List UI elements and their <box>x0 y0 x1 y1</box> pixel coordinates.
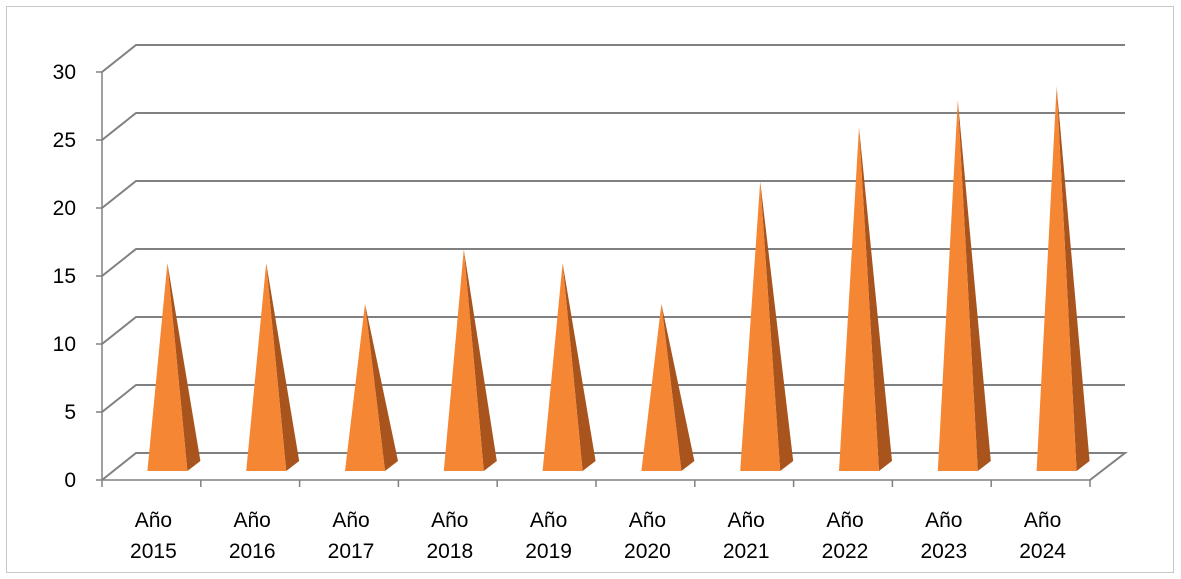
x-category-label-line: Año <box>135 509 172 532</box>
cone-bar <box>1036 86 1090 471</box>
cone-bar-front <box>937 99 978 472</box>
gridlines <box>101 44 1128 481</box>
x-category-label-line: 2023 <box>920 540 967 563</box>
y-tick-label: 30 <box>53 61 76 84</box>
cone-bar <box>937 99 991 472</box>
cone-bar-front <box>542 263 583 471</box>
x-category-label-line: Año <box>431 509 468 532</box>
cone-bar <box>839 127 892 471</box>
cone-bar-side <box>562 263 596 471</box>
cone-bar-side <box>1056 86 1090 471</box>
x-category-label-line: 2020 <box>624 540 671 563</box>
x-category-label-line: Año <box>728 509 765 532</box>
chart-area <box>6 6 1174 573</box>
cone-bar-front <box>147 263 188 471</box>
gridline <box>101 316 1125 345</box>
cone-bar <box>147 263 201 471</box>
x-category-label: Año 2024 <box>1019 509 1066 563</box>
cone-bar-side <box>661 303 695 471</box>
y-tick-label: 15 <box>53 265 76 288</box>
cone-bar-front <box>1036 86 1077 471</box>
y-tick-label: 25 <box>53 129 76 152</box>
cone-bar-front <box>740 181 781 471</box>
y-tick-label: 20 <box>53 197 76 220</box>
x-category-label-line: 2021 <box>723 540 770 563</box>
x-category-label: Año 2018 <box>426 509 473 563</box>
cone-bar-side <box>266 263 300 471</box>
x-category-label: Año 2019 <box>525 509 572 563</box>
x-category-label-line: 2016 <box>229 540 276 563</box>
cone-bar-front <box>641 303 682 471</box>
x-category-label: Año 2021 <box>723 509 770 563</box>
x-category-label-line: Año <box>530 509 567 532</box>
cone-bar <box>740 181 794 471</box>
gridline <box>101 112 1125 141</box>
y-tick-label: 10 <box>53 333 76 356</box>
cone-bar-front <box>246 263 287 471</box>
cone-bar-front <box>839 127 879 471</box>
cone-bar-side <box>167 263 201 471</box>
cone-bar <box>345 303 398 471</box>
x-category-label: Año 2020 <box>624 509 671 563</box>
x-category-label: Año 2023 <box>920 509 967 563</box>
x-category-label: Año 2022 <box>822 509 869 563</box>
cone-bar <box>443 249 497 471</box>
cone-bar <box>641 303 695 471</box>
cone-bar <box>246 263 300 471</box>
cone-bar-side <box>760 181 794 471</box>
cone-bar-side <box>365 303 398 471</box>
x-category-label: Año 2015 <box>130 509 177 563</box>
cone-bar <box>542 263 596 471</box>
x-category-label-line: 2019 <box>525 540 572 563</box>
gridline <box>101 384 1125 413</box>
cone-bar-side <box>957 99 991 472</box>
cone-bar-side <box>859 127 892 471</box>
x-category-label-line: 2017 <box>328 540 375 563</box>
x-category-label-line: 2022 <box>822 540 869 563</box>
x-category-label-line: Año <box>1024 509 1061 532</box>
x-category-label: Año 2017 <box>328 509 375 563</box>
x-category-label-line: Año <box>925 509 962 532</box>
x-axis-category-labels: Año 2015 Año 2016 Año 2017 Año 2018 Año 2019 Año 20… <box>130 509 1066 563</box>
x-category-label-line: Año <box>332 509 369 532</box>
x-category-label-line: 2024 <box>1019 540 1066 563</box>
x-category-label-line: Año <box>234 509 271 532</box>
x-category-label: Año 2016 <box>229 509 276 563</box>
data-bars <box>147 86 1090 472</box>
x-category-label-line: Año <box>826 509 863 532</box>
x-category-label-line: 2018 <box>426 540 473 563</box>
cone-bar-front <box>345 303 385 471</box>
cone-bar-side <box>463 249 497 471</box>
x-category-label-line: 2015 <box>130 540 177 563</box>
floor-outline <box>101 452 1128 481</box>
y-tick-label: 5 <box>64 401 76 424</box>
x-category-label-line: Año <box>629 509 666 532</box>
gridline <box>101 180 1125 209</box>
cone-bar-front <box>443 249 484 471</box>
y-axis-tick-labels: 0 5 10 15 20 25 30 <box>53 61 76 492</box>
gridline <box>101 44 1125 73</box>
gridline <box>101 248 1125 277</box>
y-tick-label: 0 <box>64 469 76 492</box>
axes <box>96 71 1091 487</box>
